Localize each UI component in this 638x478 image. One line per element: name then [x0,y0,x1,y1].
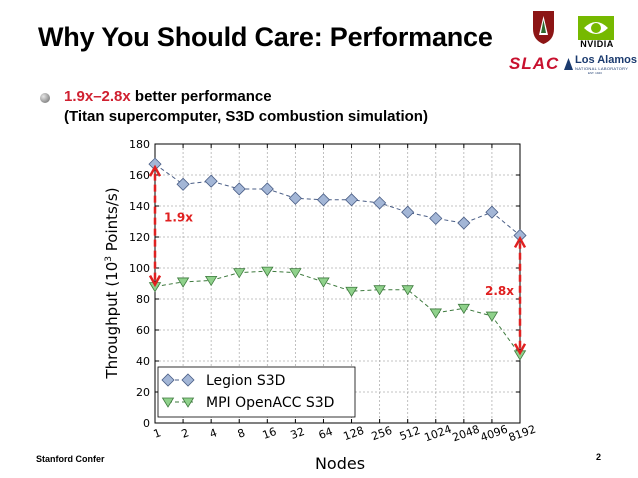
openacc-data-point [176,277,190,288]
legend-swatch-marker [161,397,175,408]
openacc-data-point [457,303,471,315]
y-tick-label: 140 [129,200,150,213]
x-tick-label: 8192 [507,423,538,445]
legion-data-point [485,205,499,219]
legend-swatch-marker [161,373,175,387]
legion-data-point [148,157,162,171]
x-tick-label: 256 [370,424,394,443]
y-tick-label: 80 [136,293,150,306]
openacc-data-point [373,285,386,296]
x-tick-label: 128 [342,424,366,443]
y-tick-label: 20 [136,386,150,399]
slac-logo: SLAC [509,54,560,73]
legion-data-point [401,205,415,219]
footer-text: Stanford Confer [36,454,105,464]
legion-data-point [288,191,302,205]
y-tick-label: 180 [129,138,150,151]
x-tick-label: 8 [236,426,247,441]
ratio-annotation-label: 2.8x [485,284,514,298]
ratio-arrow-head-up [513,235,527,249]
x-tick-label: 1024 [423,423,454,445]
legend-box [157,366,356,418]
openacc-data-point [204,276,218,287]
los-alamos-logo-icon [564,58,573,70]
ratio-annotation-label: 1.9x [164,210,193,224]
los-alamos-logo: Los Alamos [575,54,637,66]
legion-data-point [316,193,331,207]
y-tick-label: 120 [129,231,150,244]
legion-data-point [260,182,274,196]
bullet-text: 1.9x–2.8x better performance [64,88,272,105]
los-alamos-logo-subtitle: NATIONAL LABORATORY [575,66,629,71]
y-tick-label: 160 [129,169,150,182]
page-number: 2 [596,452,602,462]
legion-data-point [373,196,387,210]
openacc-data-point [429,308,442,319]
y-tick-label: 60 [136,324,150,337]
openacc-series-line [154,270,521,356]
x-tick-label: 4096 [479,423,510,445]
openacc-data-point [485,311,499,322]
ratio-arrow-head-up [148,164,162,177]
x-tick-label: 2 [180,426,191,441]
y-tick-label: 100 [129,262,150,275]
x-axis-label: Nodes [315,454,365,473]
x-tick-label: 32 [289,425,307,442]
openacc-data-point [289,268,302,279]
legion-data-point [232,182,246,196]
legend-swatch-marker [181,373,195,387]
x-tick-label: 512 [398,424,422,443]
y-tick-label: 0 [143,417,150,430]
stanford-logo-icon [533,11,554,44]
bullet-subtext: (Titan supercomputer, S3D combustion sim… [64,108,428,125]
legion-data-point [457,216,471,230]
legion-data-point [176,177,190,191]
legend-label: Legion S3D [206,373,285,389]
openacc-data-point [233,268,246,279]
y-axis-label-suffix: Points/s) [103,187,121,256]
legion-data-point [344,193,359,207]
y-axis-label-superscript: 3 [104,256,114,262]
slide-title: Why You Should Care: Performance [38,22,493,52]
bullet-icon [40,93,50,103]
openacc-data-point [261,266,274,277]
nvidia-logo-text: NVIDIA [580,39,614,49]
x-tick-label: 64 [317,425,335,442]
openacc-data-point [401,285,414,296]
legend-swatch-marker [181,397,195,408]
x-tick-label: 4 [208,426,219,441]
x-tick-label: 1 [152,426,163,441]
nvidia-logo-icon [578,16,614,40]
legend-label: MPI OpenACC S3D [206,395,334,411]
openacc-data-point [345,286,358,298]
bullet-highlight: 1.9x–2.8x [64,88,131,105]
x-tick-label: 2048 [451,423,482,445]
legion-data-point [513,228,527,243]
x-tick-label: 16 [261,425,279,442]
legion-data-point [429,211,443,225]
los-alamos-logo-est: EST. 1943 [588,71,602,75]
ratio-arrow-head-down [148,274,162,288]
y-axis-label: Throughput (103 Points/s) [103,187,121,379]
legion-data-point [204,174,218,188]
y-axis-label-prefix: Throughput (10 [103,262,121,380]
ratio-arrow-head-down [513,343,527,356]
openacc-data-point [317,277,330,288]
y-tick-label: 40 [136,355,150,368]
bullet-rest: better performance [130,88,272,105]
